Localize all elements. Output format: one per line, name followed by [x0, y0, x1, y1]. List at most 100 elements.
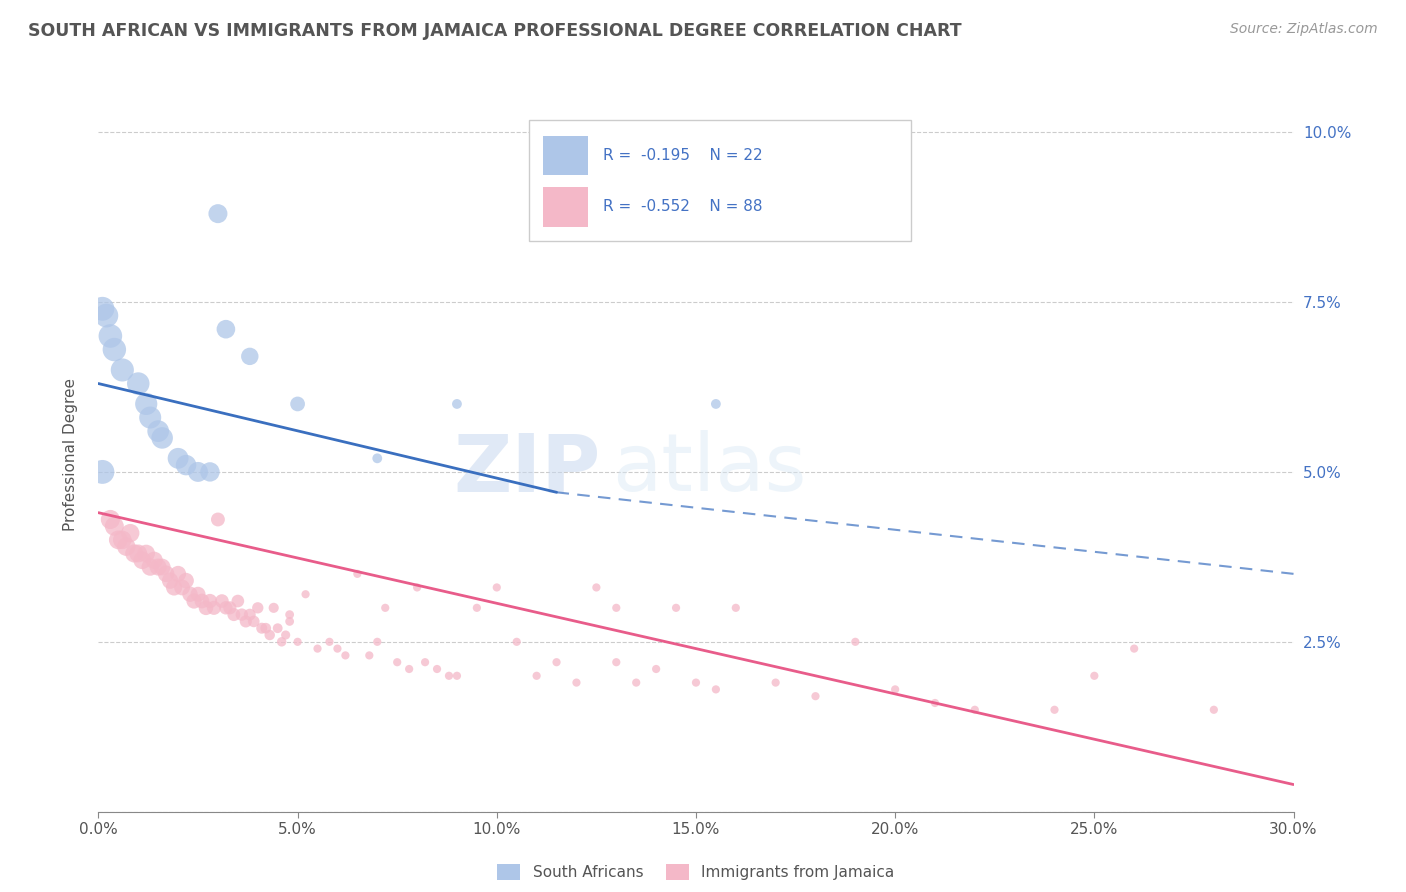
FancyBboxPatch shape	[529, 120, 911, 241]
Point	[1202, 703, 1225, 717]
Point	[366, 451, 388, 466]
Point	[226, 594, 249, 608]
Point	[685, 675, 707, 690]
Point	[270, 635, 292, 649]
Point	[239, 607, 262, 622]
Point	[287, 635, 309, 649]
Point	[406, 581, 429, 595]
Point	[163, 581, 186, 595]
Point	[207, 512, 229, 526]
Point	[274, 628, 297, 642]
Point	[318, 635, 340, 649]
Point	[120, 526, 142, 541]
Point	[150, 431, 173, 445]
Point	[1043, 703, 1066, 717]
Text: Source: ZipAtlas.com: Source: ZipAtlas.com	[1230, 22, 1378, 37]
Point	[150, 560, 173, 574]
Point	[155, 566, 177, 581]
Point	[100, 512, 122, 526]
Point	[91, 465, 114, 479]
Point	[159, 574, 181, 588]
Point	[235, 615, 257, 629]
Point	[219, 600, 242, 615]
Point	[294, 587, 316, 601]
Point	[143, 553, 166, 567]
Point	[179, 587, 201, 601]
Point	[174, 458, 197, 472]
Point	[374, 600, 396, 615]
Text: R =  -0.195    N = 22: R = -0.195 N = 22	[603, 148, 762, 162]
Point	[626, 675, 648, 690]
Point	[844, 635, 866, 649]
Point	[115, 540, 138, 554]
Point	[307, 641, 329, 656]
Point	[202, 600, 225, 615]
Point	[526, 669, 548, 683]
Point	[1123, 641, 1146, 656]
Point	[446, 669, 468, 683]
Point	[346, 566, 368, 581]
Point	[446, 397, 468, 411]
Point	[172, 581, 194, 595]
Point	[139, 410, 162, 425]
Point	[437, 669, 460, 683]
Point	[963, 703, 986, 717]
Text: atlas: atlas	[613, 430, 807, 508]
Point	[704, 397, 727, 411]
Point	[222, 607, 245, 622]
Point	[506, 635, 529, 649]
Point	[215, 600, 238, 615]
Point	[231, 607, 253, 622]
Point	[485, 581, 508, 595]
Point	[465, 600, 488, 615]
Point	[278, 615, 301, 629]
Point	[198, 594, 221, 608]
Point	[426, 662, 449, 676]
Point	[187, 465, 209, 479]
Point	[413, 655, 436, 669]
Point	[167, 451, 190, 466]
Point	[183, 594, 205, 608]
Point	[278, 607, 301, 622]
Y-axis label: Professional Degree: Professional Degree	[63, 378, 77, 532]
Point	[359, 648, 381, 663]
Point	[704, 682, 727, 697]
Point	[111, 363, 134, 377]
Point	[804, 689, 827, 703]
Point	[135, 546, 157, 560]
Text: R =  -0.552    N = 88: R = -0.552 N = 88	[603, 199, 762, 214]
Point	[127, 546, 149, 560]
Point	[366, 635, 388, 649]
Point	[1083, 669, 1105, 683]
Point	[111, 533, 134, 547]
Point	[565, 675, 588, 690]
Point	[96, 309, 118, 323]
Point	[254, 621, 277, 635]
Point	[263, 600, 285, 615]
Point	[665, 600, 688, 615]
Point	[191, 594, 214, 608]
Point	[91, 301, 114, 316]
Point	[148, 560, 170, 574]
Point	[148, 424, 170, 438]
Point	[267, 621, 290, 635]
Point	[765, 675, 787, 690]
Point	[174, 574, 197, 588]
Point	[187, 587, 209, 601]
Point	[198, 465, 221, 479]
Point	[287, 397, 309, 411]
Point	[195, 600, 218, 615]
Point	[103, 343, 125, 357]
FancyBboxPatch shape	[543, 187, 588, 227]
Point	[103, 519, 125, 533]
Point	[211, 594, 233, 608]
Point	[326, 641, 349, 656]
Point	[645, 662, 668, 676]
Point	[546, 655, 568, 669]
Legend: South Africans, Immigrants from Jamaica: South Africans, Immigrants from Jamaica	[491, 858, 901, 886]
Point	[335, 648, 357, 663]
Point	[239, 350, 262, 364]
Point	[605, 655, 627, 669]
Point	[398, 662, 420, 676]
Text: SOUTH AFRICAN VS IMMIGRANTS FROM JAMAICA PROFESSIONAL DEGREE CORRELATION CHART: SOUTH AFRICAN VS IMMIGRANTS FROM JAMAICA…	[28, 22, 962, 40]
